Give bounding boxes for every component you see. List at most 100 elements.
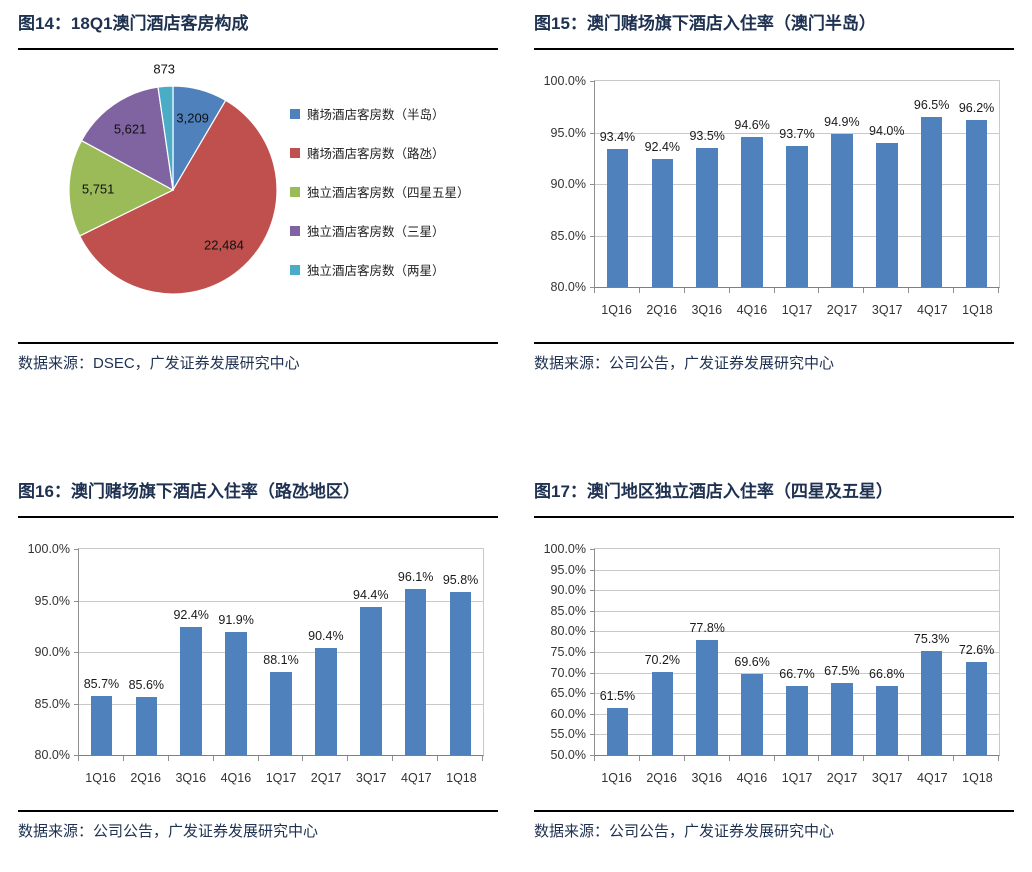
gridline: [595, 672, 999, 674]
divider: [18, 516, 498, 518]
bar: [651, 159, 674, 287]
figure14-data-source: 数据来源：DSEC，广发证券发展研究中心: [18, 355, 300, 372]
pie-value-label: 5,621: [113, 121, 147, 137]
bar-slot: 66.8%: [864, 549, 909, 755]
x-axis-label: 1Q16: [85, 771, 116, 785]
bar-value-label: 85.6%: [128, 678, 165, 693]
x-axis-label: 4Q17: [917, 771, 948, 785]
y-axis-tick-label: 95.0%: [550, 562, 586, 577]
pie-slice: [80, 86, 174, 192]
y-axis-tick-label: 65.0%: [550, 686, 586, 701]
y-axis-tick: [74, 549, 79, 550]
x-axis-tick: [773, 288, 775, 293]
y-axis-tick-label: 90.0%: [34, 645, 70, 659]
bar-value-label: 66.7%: [779, 667, 815, 682]
x-axis-label: 4Q17: [401, 771, 432, 785]
pie-value-label: 873: [153, 61, 176, 77]
x-axis-label: 4Q16: [736, 771, 768, 785]
bar-slot: 67.5%: [819, 549, 864, 755]
legend-label: 赌场酒店客房数（路氹）: [307, 147, 445, 161]
y-axis-tick-label: 55.0%: [550, 727, 586, 742]
bar: [404, 589, 427, 755]
bar: [786, 686, 808, 755]
legend-swatch-icon: [290, 186, 300, 197]
bar: [875, 685, 898, 755]
bar-value-label: 70.2%: [644, 652, 681, 667]
x-axis-tick: [347, 756, 349, 761]
bar-value-label: 94.0%: [869, 123, 905, 138]
bar-slot: 93.7%: [775, 81, 820, 287]
bar: [449, 592, 472, 755]
x-axis-label: 3Q16: [691, 771, 723, 785]
x-axis-label: 1Q17: [781, 771, 813, 785]
x-axis-tick: [953, 288, 955, 293]
y-axis-tick: [590, 610, 595, 612]
gridline: [595, 631, 999, 633]
pie-slice: [157, 85, 174, 191]
pie-value-label: 3,209: [176, 110, 209, 126]
bar-chart-independent-hotel-occupancy: 100.0% 95.0% 90.0% 85.0% 80.0% 75.0% 70.0% 65.0…: [534, 518, 1014, 810]
bar: [696, 147, 718, 287]
gridline: [595, 652, 999, 653]
x-axis-tick: [302, 756, 304, 761]
bar-slot: 88.1%: [259, 549, 304, 755]
bar-value-label: 94.4%: [353, 587, 389, 602]
legend-label: 独立酒店客房数（三星）: [307, 225, 445, 239]
bar-slot: 91.9%: [214, 549, 259, 755]
bar-chart-wrapper: 100.0% 95.0% 90.0% 85.0% 80.0% 93.4% 92.4% 93.5…: [534, 50, 1014, 342]
y-axis-tick: [590, 713, 595, 715]
bar-value-label: 93.4%: [599, 129, 636, 144]
x-axis-tick: [773, 756, 775, 761]
x-axis-label: 2Q17: [310, 771, 342, 785]
bar-value-label: 94.6%: [734, 117, 770, 132]
x-axis-label: 1Q18: [962, 771, 993, 785]
x-axis-tick: [212, 756, 214, 761]
gridline: [595, 569, 999, 571]
bar-slot: 93.4%: [595, 81, 640, 287]
x-axis-tick: [728, 756, 730, 761]
y-axis-tick: [590, 590, 595, 592]
divider: [18, 810, 498, 812]
bar-value-label: 93.5%: [689, 128, 725, 143]
bar-value-label: 96.1%: [397, 570, 434, 585]
y-axis-tick-label: 95.0%: [550, 125, 586, 140]
divider: [534, 516, 1014, 518]
figure16-panel: 图16：澳门赌场旗下酒店入住率（路氹地区） 100.0% 95.0% 90.0% 85…: [18, 474, 498, 842]
x-axis-label: 3Q16: [175, 771, 207, 785]
plot-area: 100.0% 95.0% 90.0% 85.0% 80.0% 93.4% 92.4% 93.5…: [544, 74, 1000, 294]
bar-slot: 85.7%: [79, 549, 124, 755]
figure17-data-source: 数据来源：公司公告，广发证券发展研究中心: [534, 823, 835, 840]
bar-slot: 96.5%: [909, 81, 954, 287]
x-axis-label: 3Q17: [871, 771, 903, 785]
bar-value-label: 75.3%: [913, 631, 950, 646]
legend-item: 赌场酒店客房数（半岛）: [290, 94, 470, 133]
x-axis-label: 3Q16: [691, 303, 723, 317]
y-axis-tick: [590, 693, 595, 695]
bar-slot: 96.1%: [393, 549, 438, 755]
x-axis-labels: 1Q16 2Q16 3Q16 4Q16 1Q17 2Q17 3Q17 4Q17 1Q18: [78, 761, 484, 785]
bar: [359, 606, 382, 755]
figure14-panel: 图14：18Q1澳门酒店客房构成 3,209 22,484 5,751 5,621 87…: [18, 6, 498, 374]
bar-slot: 69.6%: [730, 549, 775, 755]
y-axis-tick-label: 80.0%: [34, 748, 70, 762]
bar: [90, 696, 113, 755]
legend-item: 独立酒店客房数（两星）: [290, 250, 470, 289]
y-axis-tick: [74, 703, 79, 705]
plot-area: 100.0% 95.0% 90.0% 85.0% 80.0% 85.7% 85.6% 92.4…: [28, 542, 484, 762]
y-axis-tick: [590, 569, 595, 571]
x-axis-label: 1Q17: [781, 303, 813, 317]
bar-slot: 61.5%: [595, 549, 640, 755]
bar: [831, 682, 853, 755]
bar-value-label: 96.5%: [913, 98, 950, 113]
bar-slot: 93.5%: [685, 81, 730, 287]
x-axis-tick: [998, 288, 999, 293]
x-axis-label: 1Q16: [601, 771, 632, 785]
y-axis-tick: [74, 755, 79, 756]
y-axis-tick: [590, 755, 595, 756]
bar-slot: 94.4%: [348, 549, 393, 755]
y-axis-tick: [590, 287, 595, 288]
bar-value-label: 88.1%: [263, 652, 299, 667]
x-axis-tick: [863, 288, 865, 293]
x-axis-tick: [257, 756, 259, 761]
bar-slot: 85.6%: [124, 549, 169, 755]
